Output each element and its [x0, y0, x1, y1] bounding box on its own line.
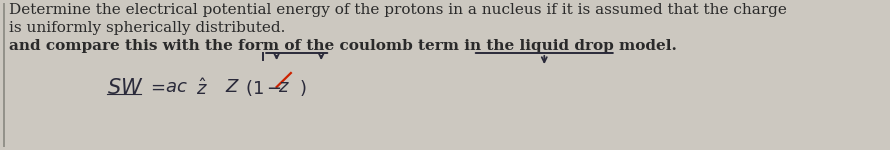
Text: is uniformly spherically distributed.: is uniformly spherically distributed.: [9, 21, 286, 35]
Text: $ac$: $ac$: [165, 78, 188, 96]
Text: $(1$: $(1$: [246, 78, 264, 98]
Text: $\hat{z}$: $\hat{z}$: [197, 78, 208, 99]
Text: $\mathit{SW}$: $\mathit{SW}$: [107, 78, 143, 98]
Text: $Z$: $Z$: [225, 78, 240, 96]
Text: $)$: $)$: [299, 78, 306, 98]
Text: $=$: $=$: [147, 78, 166, 96]
Text: and compare this with the form of the coulomb term in the liquid drop model.: and compare this with the form of the co…: [9, 39, 676, 53]
Text: Determine the electrical potential energy of the protons in a nucleus if it is a: Determine the electrical potential energ…: [9, 3, 787, 17]
Text: $z$: $z$: [279, 78, 290, 96]
Text: $-$: $-$: [266, 78, 281, 96]
